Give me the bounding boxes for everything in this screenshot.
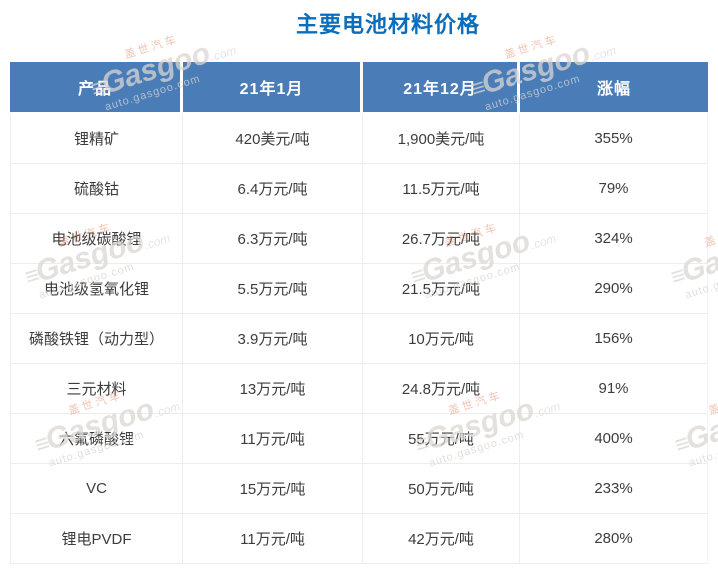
product-cell: VC — [10, 464, 183, 514]
table-row: 电池级氢氧化锂 5.5万元/吨 21.5万元/吨 290% — [10, 264, 708, 314]
product-cell: 磷酸铁锂（动力型） — [10, 314, 183, 364]
jan-price-cell: 3.9万元/吨 — [183, 314, 363, 364]
product-cell: 六氟磷酸锂 — [10, 414, 183, 464]
battery-material-price-table: 产品 21年1月 21年12月 涨幅 锂精矿 420美元/吨 1,900美元/吨 35… — [10, 62, 708, 564]
product-cell: 锂电PVDF — [10, 514, 183, 564]
change-cell: 290% — [520, 264, 708, 314]
change-cell: 324% — [520, 214, 708, 264]
jan-price-cell: 15万元/吨 — [183, 464, 363, 514]
table-row: 三元材料 13万元/吨 24.8万元/吨 91% — [10, 364, 708, 414]
change-cell: 91% — [520, 364, 708, 414]
table-row: 锂精矿 420美元/吨 1,900美元/吨 355% — [10, 114, 708, 164]
change-cell: 79% — [520, 164, 708, 214]
table-header: 产品 21年1月 21年12月 涨幅 — [10, 62, 708, 114]
jan-price-cell: 6.4万元/吨 — [183, 164, 363, 214]
dec-price-cell: 11.5万元/吨 — [363, 164, 520, 214]
dec-price-cell: 50万元/吨 — [363, 464, 520, 514]
table-row: 磷酸铁锂（动力型） 3.9万元/吨 10万元/吨 156% — [10, 314, 708, 364]
table-row: 硫酸钴 6.4万元/吨 11.5万元/吨 79% — [10, 164, 708, 214]
jan-price-cell: 13万元/吨 — [183, 364, 363, 414]
change-cell: 280% — [520, 514, 708, 564]
change-cell: 156% — [520, 314, 708, 364]
table-row: 六氟磷酸锂 11万元/吨 55万元/吨 400% — [10, 414, 708, 464]
col-header-product: 产品 — [10, 62, 183, 114]
product-cell: 电池级碳酸锂 — [10, 214, 183, 264]
table-body: 锂精矿 420美元/吨 1,900美元/吨 355% 硫酸钴 6.4万元/吨 11.5万元/… — [10, 114, 708, 564]
col-header-jan-2021: 21年1月 — [183, 62, 363, 114]
dec-price-cell: 24.8万元/吨 — [363, 364, 520, 414]
col-header-dec-2021: 21年12月 — [363, 62, 520, 114]
change-cell: 400% — [520, 414, 708, 464]
dec-price-cell: 10万元/吨 — [363, 314, 520, 364]
watermark-cn-text: 盖世汽车 — [707, 389, 718, 418]
jan-price-cell: 6.3万元/吨 — [183, 214, 363, 264]
jan-price-cell: 11万元/吨 — [183, 414, 363, 464]
jan-price-cell: 420美元/吨 — [183, 114, 363, 164]
jan-price-cell: 11万元/吨 — [183, 514, 363, 564]
dec-price-cell: 26.7万元/吨 — [363, 214, 520, 264]
table-row: VC 15万元/吨 50万元/吨 233% — [10, 464, 708, 514]
dec-price-cell: 55万元/吨 — [363, 414, 520, 464]
page-title: 主要电池材料价格 — [295, 12, 480, 37]
table-row: 电池级碳酸锂 6.3万元/吨 26.7万元/吨 324% — [10, 214, 708, 264]
change-cell: 355% — [520, 114, 708, 164]
product-cell: 电池级氢氧化锂 — [10, 264, 183, 314]
product-cell: 锂精矿 — [10, 114, 183, 164]
jan-price-cell: 5.5万元/吨 — [183, 264, 363, 314]
product-cell: 硫酸钴 — [10, 164, 183, 214]
dec-price-cell: 21.5万元/吨 — [363, 264, 520, 314]
col-header-change: 涨幅 — [520, 62, 708, 114]
change-cell: 233% — [520, 464, 708, 514]
dec-price-cell: 42万元/吨 — [363, 514, 520, 564]
dec-price-cell: 1,900美元/吨 — [363, 114, 520, 164]
header-row: 产品 21年1月 21年12月 涨幅 — [10, 62, 708, 114]
product-cell: 三元材料 — [10, 364, 183, 414]
table-row: 锂电PVDF 11万元/吨 42万元/吨 280% — [10, 514, 708, 564]
